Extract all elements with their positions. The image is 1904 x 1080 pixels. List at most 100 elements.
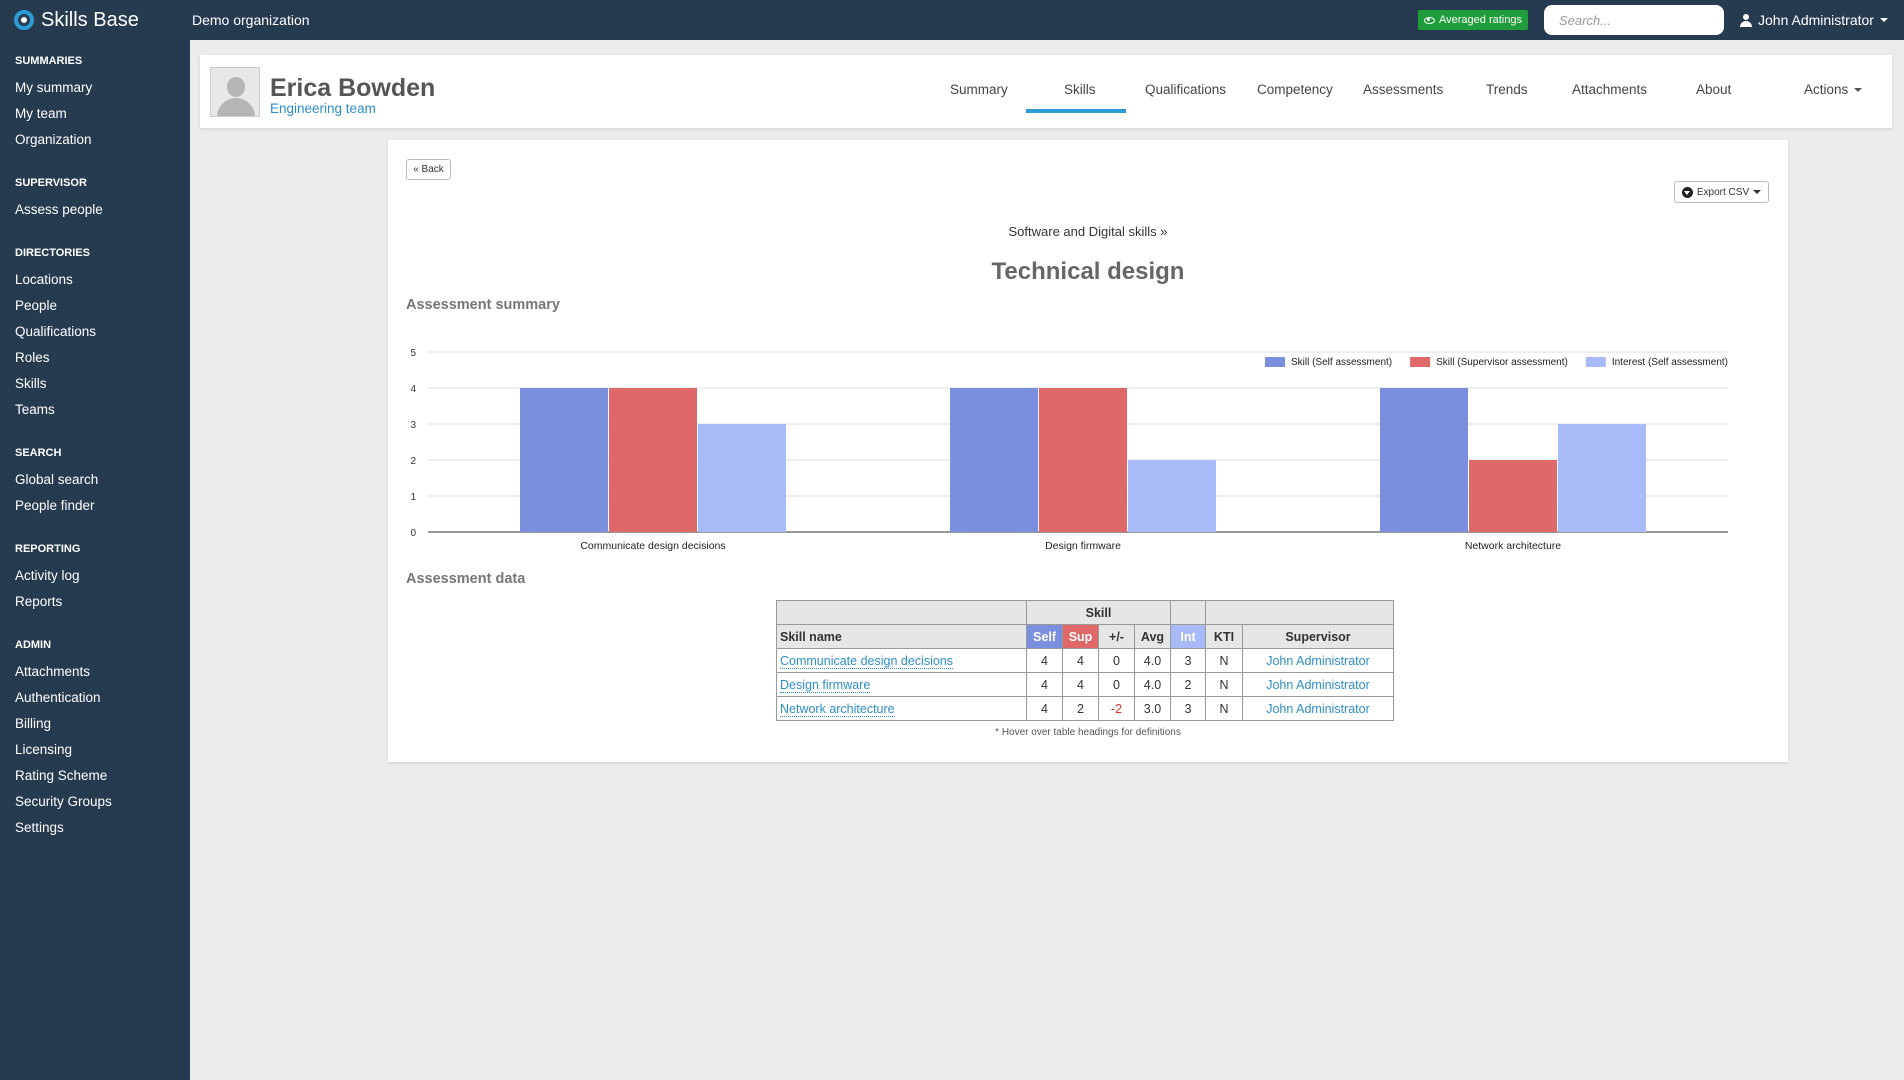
bar — [698, 424, 786, 532]
legend-label: Interest (Self assessment) — [1612, 357, 1728, 368]
sidebar-item-licensing[interactable]: Licensing — [15, 742, 73, 757]
self-cell: 4 — [1026, 696, 1063, 721]
skill-link[interactable]: Network architecture — [780, 701, 895, 717]
user-name: John Administrator — [1758, 12, 1874, 28]
assessment-data-table: Skill Skill name Self Sup +/- Avg Int KT… — [776, 600, 1394, 721]
tab-trends[interactable]: Trends — [1486, 82, 1528, 97]
x-tick-label: Design firmware — [1045, 540, 1121, 552]
table-row: Network architecture 4 2 -2 3.0 3 N John… — [776, 696, 1394, 721]
tab-skills[interactable]: Skills — [1064, 82, 1096, 97]
tab-attachments[interactable]: Attachments — [1572, 82, 1648, 97]
tab-competency[interactable]: Competency — [1257, 82, 1333, 97]
supervisor-cell: John Administrator — [1242, 672, 1394, 697]
supervisor-link[interactable]: John Administrator — [1266, 701, 1370, 716]
sidebar-item-attachments[interactable]: Attachments — [15, 664, 91, 679]
bar — [1128, 460, 1216, 532]
sidebar-item-settings[interactable]: Settings — [15, 820, 64, 835]
eye-icon — [1424, 16, 1435, 24]
sidebar-item-my-team[interactable]: My team — [15, 106, 67, 121]
table-footnote: * Hover over table headings for definiti… — [995, 727, 1181, 738]
chevron-down-icon — [1879, 18, 1888, 22]
bar — [1469, 460, 1557, 532]
table-header-diff[interactable]: +/- — [1098, 624, 1135, 649]
sidebar-section-summaries: SUMMARIES — [15, 55, 83, 67]
averaged-ratings-label: Averaged ratings — [1439, 14, 1522, 26]
sup-cell: 4 — [1062, 672, 1099, 697]
skill-name-cell: Network architecture — [776, 696, 1027, 721]
sidebar-item-teams[interactable]: Teams — [15, 402, 55, 417]
skill-name-cell: Communicate design decisions — [776, 648, 1027, 673]
tab-qualifications[interactable]: Qualifications — [1145, 82, 1227, 97]
tab-summary[interactable]: Summary — [950, 82, 1008, 97]
supervisor-link[interactable]: John Administrator — [1266, 677, 1370, 692]
breadcrumb[interactable]: Software and Digital skills » — [1008, 224, 1168, 239]
y-tick-label: 2 — [410, 456, 416, 467]
self-cell: 4 — [1026, 672, 1063, 697]
sidebar-item-assess-people[interactable]: Assess people — [15, 202, 103, 217]
table-header-int[interactable]: Int — [1170, 624, 1206, 649]
sidebar-item-authentication[interactable]: Authentication — [15, 690, 101, 705]
sidebar-item-skills[interactable]: Skills — [15, 376, 47, 391]
legend-label: Skill (Self assessment) — [1291, 357, 1392, 368]
self-cell: 4 — [1026, 648, 1063, 673]
page-title: Technical design — [991, 258, 1185, 285]
sidebar-item-activity-log[interactable]: Activity log — [15, 568, 80, 583]
legend-swatch — [1585, 357, 1606, 367]
sidebar-item-people-finder[interactable]: People finder — [15, 498, 95, 513]
sidebar-item-rating-scheme[interactable]: Rating Scheme — [15, 768, 108, 783]
table-header-avg[interactable]: Avg — [1134, 624, 1171, 649]
table-header-skill-name: Skill name — [776, 624, 1027, 649]
y-tick-label: 4 — [410, 384, 416, 395]
sidebar-item-global-search[interactable]: Global search — [15, 472, 99, 487]
avg-cell: 4.0 — [1134, 672, 1171, 697]
table-row: Design firmware 4 4 0 4.0 2 N John Admin… — [776, 672, 1394, 697]
sidebar-item-organization[interactable]: Organization — [15, 132, 92, 147]
tab-actions[interactable]: Actions — [1804, 82, 1863, 97]
sup-cell: 4 — [1062, 648, 1099, 673]
bar — [1039, 388, 1127, 532]
export-csv-button[interactable]: Export CSV — [1674, 181, 1769, 203]
sidebar-item-roles[interactable]: Roles — [15, 350, 50, 365]
averaged-ratings-badge[interactable]: Averaged ratings — [1418, 10, 1528, 30]
chevron-down-icon — [1753, 190, 1762, 194]
tab-assessments[interactable]: Assessments — [1363, 82, 1444, 97]
chevron-down-icon — [1854, 87, 1863, 92]
bar — [1558, 424, 1646, 532]
back-button[interactable]: « Back — [406, 159, 451, 180]
sidebar-item-billing[interactable]: Billing — [15, 716, 52, 731]
table-header-self[interactable]: Self — [1026, 624, 1063, 649]
user-icon — [1740, 13, 1752, 27]
sidebar-item-people[interactable]: People — [15, 298, 58, 313]
supervisor-cell: John Administrator — [1242, 648, 1394, 673]
bar — [950, 388, 1038, 532]
sidebar-section-admin: ADMIN — [15, 639, 52, 651]
table-header-supervisor: Supervisor — [1242, 624, 1394, 649]
x-tick-label: Network architecture — [1465, 540, 1561, 552]
table-header-blank — [1205, 600, 1394, 625]
sidebar-item-reports[interactable]: Reports — [15, 594, 63, 609]
profile-name: Erica Bowden — [270, 74, 436, 102]
app-name: Skills Base — [41, 8, 139, 31]
kti-cell: N — [1205, 696, 1243, 721]
table-header-kti[interactable]: KTI — [1205, 624, 1243, 649]
y-tick-label: 0 — [410, 528, 416, 539]
sidebar-item-qualifications[interactable]: Qualifications — [15, 324, 97, 339]
int-cell: 3 — [1170, 648, 1206, 673]
kti-cell: N — [1205, 672, 1243, 697]
supervisor-link[interactable]: John Administrator — [1266, 653, 1370, 668]
global-search-input[interactable] — [1544, 5, 1724, 35]
skill-detail-panel: « Back Export CSV Software and Digital s… — [388, 140, 1788, 762]
table-header-sup[interactable]: Sup — [1062, 624, 1099, 649]
skill-link[interactable]: Communicate design decisions — [780, 653, 954, 669]
user-menu[interactable]: John Administrator — [1740, 12, 1888, 28]
tab-about[interactable]: About — [1696, 82, 1732, 97]
sidebar-item-my-summary[interactable]: My summary — [15, 80, 93, 95]
bar — [520, 388, 608, 532]
profile-team-link[interactable]: Engineering team — [270, 101, 376, 116]
skill-link[interactable]: Design firmware — [780, 677, 871, 693]
sidebar-item-security-groups[interactable]: Security Groups — [15, 794, 112, 809]
avg-cell: 3.0 — [1134, 696, 1171, 721]
active-tab-indicator — [1026, 109, 1126, 113]
app-logo[interactable]: Skills Base — [14, 7, 139, 33]
sidebar-item-locations[interactable]: Locations — [15, 272, 73, 287]
